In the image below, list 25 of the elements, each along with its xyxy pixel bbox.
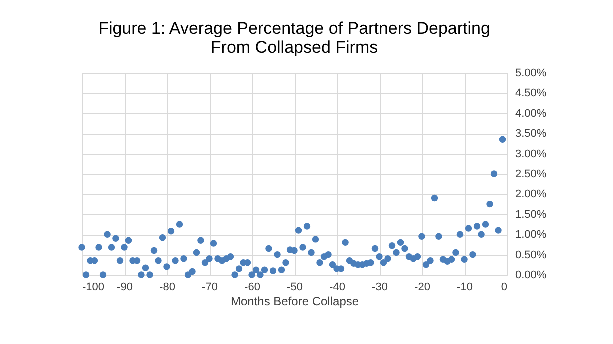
- y-tick-label: 3.50%: [516, 128, 547, 140]
- text: Figure 1: Average Percentage of Partners Departing: [98, 19, 490, 38]
- y-tick-label: 4.00%: [516, 108, 547, 120]
- y-tick-label: 1.00%: [516, 229, 547, 242]
- x-tick-label: -40: [330, 282, 346, 294]
- y-tick-label: 2.00%: [516, 188, 547, 201]
- y-tick-label: 0.50%: [516, 249, 547, 262]
- y-tick-label: 2.50%: [516, 168, 547, 180]
- x-tick-label: -30: [372, 282, 388, 294]
- text: From Collapsed Firms: [210, 38, 378, 57]
- x-tick-label: -20: [414, 282, 430, 294]
- y-tick-label: 1.50%: [516, 208, 547, 221]
- x-tick-label: -60: [244, 282, 260, 294]
- y-tick-label: 3.00%: [516, 148, 547, 160]
- y-tick-label: 0.00%: [516, 270, 547, 282]
- x-tick-label: -90: [117, 282, 133, 294]
- x-tick-label: -10: [457, 282, 473, 294]
- y-tick-label: 4.50%: [516, 88, 547, 100]
- x-tick-label: -70: [202, 282, 218, 294]
- y-tick-label: 5.00%: [516, 68, 547, 80]
- x-axis-title: Months Before Collapse: [230, 294, 360, 308]
- x-tick-label: -50: [287, 282, 303, 294]
- x-tick-label: -100: [82, 282, 105, 294]
- x-tick-label: 0: [501, 282, 508, 294]
- x-tick-label: -80: [160, 282, 176, 294]
